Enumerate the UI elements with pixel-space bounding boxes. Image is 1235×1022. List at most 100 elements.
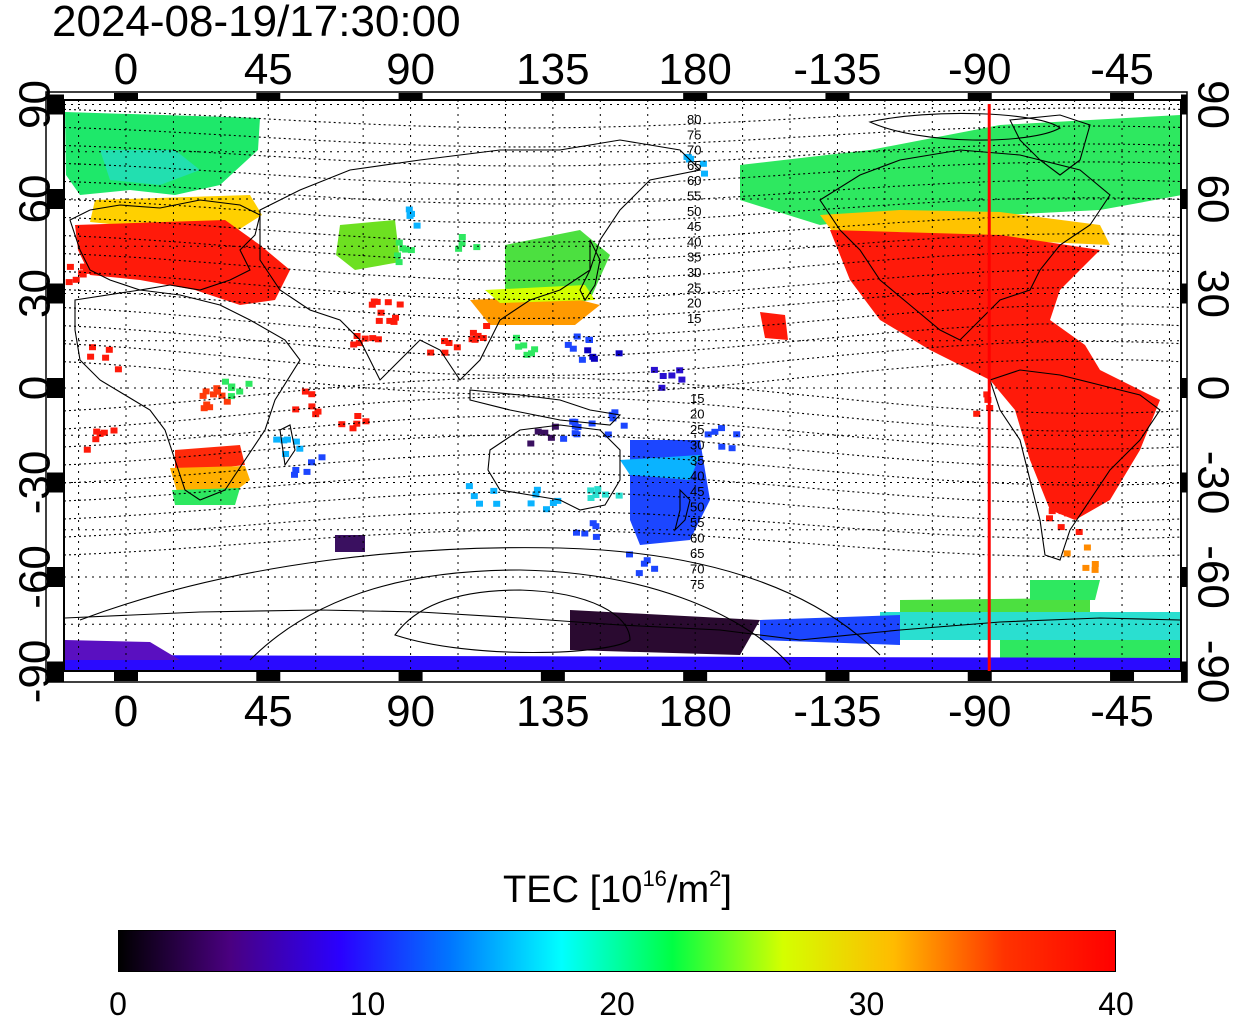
tec-sample (413, 222, 421, 229)
tec-sample (223, 398, 231, 405)
coast-south-america (989, 369, 1161, 561)
contour-label: 15 (687, 311, 701, 326)
tec-sample (651, 565, 659, 572)
tec-sample (1057, 524, 1065, 531)
tec-patch-antarctic-cyan (880, 612, 1180, 640)
tec-sample (441, 338, 448, 345)
tec-sample (474, 332, 482, 339)
tec-sample (476, 500, 483, 507)
coast-japan (579, 239, 601, 302)
tec-sample (314, 408, 322, 415)
tec-sample (228, 383, 236, 390)
left-lat-label: -60 (11, 545, 60, 609)
left-lat-label: -30 (11, 451, 60, 515)
tec-sample (206, 404, 214, 411)
bottom-longitude-labels: 0 45 90 135 180 -135 -90 -45 (114, 687, 1154, 736)
tec-patch-south-africa-green (172, 488, 240, 505)
top-lon-label: 90 (386, 45, 435, 94)
tec-sample (374, 336, 382, 343)
tec-sample (513, 334, 520, 341)
tec-sample (291, 471, 298, 478)
contour-label: 75 (687, 127, 701, 142)
left-lat-label: -90 (11, 640, 60, 704)
tec-sample (620, 422, 628, 429)
tec-sample (578, 356, 586, 363)
tec-sample (668, 372, 676, 379)
tec-sample (659, 373, 667, 379)
tec-sample (564, 341, 572, 348)
tec-sample (213, 385, 221, 392)
colorbar-tick-label: 40 (1098, 986, 1134, 1022)
tec-sample (471, 336, 479, 343)
tec-sample (369, 335, 377, 342)
tec-patch-antarctic-dark (570, 610, 760, 655)
tec-sample (83, 446, 91, 453)
coast-australia (487, 424, 621, 511)
tec-sample (594, 486, 602, 493)
tec-sample (1064, 510, 1072, 517)
tec-sample (560, 435, 568, 442)
tec-sample (361, 335, 369, 342)
top-lon-label: 180 (658, 45, 731, 94)
bottom-lon-label: 135 (516, 687, 589, 736)
tec-patch-dark-blob (335, 535, 365, 552)
tec-patch-south-africa-red (175, 445, 245, 470)
contour-label: 75 (690, 577, 704, 592)
bottom-lon-label: 45 (244, 687, 293, 736)
tec-sample (470, 493, 478, 500)
right-lat-label: 0 (1188, 376, 1235, 400)
tec-sample (395, 239, 403, 246)
tec-patch-central-asia-green (336, 220, 400, 270)
tec-sample (292, 438, 300, 445)
tec-sample (353, 333, 361, 339)
contour-label: 80 (687, 112, 701, 127)
tec-sample (100, 429, 108, 436)
contour-label: 20 (687, 296, 701, 311)
tec-sample (718, 425, 725, 432)
top-lon-label: -45 (1090, 45, 1154, 94)
tec-patch-south-pacific-cyan (620, 455, 700, 480)
tec-sample (308, 403, 316, 410)
tec-sample (199, 392, 207, 399)
tec-sample (543, 506, 550, 513)
tec-sample (202, 388, 210, 395)
contour-label: 70 (690, 562, 704, 577)
tec-sample (114, 366, 122, 373)
colorbar-title-mid: /m (666, 869, 710, 911)
contour-label: 30 (690, 438, 704, 453)
tec-sample (1046, 515, 1053, 522)
tec-sample (650, 366, 658, 373)
tec-sample (531, 346, 539, 353)
tec-sample (353, 420, 361, 427)
tec-sample (1048, 508, 1056, 515)
tec-sample (301, 388, 309, 395)
tec-sample (362, 418, 370, 425)
contour-label: 55 (687, 189, 701, 204)
coastlines (64, 114, 1181, 641)
coast-europe (69, 199, 261, 291)
tec-sample (96, 430, 104, 437)
tec-sample (581, 530, 589, 537)
tec-sample (586, 337, 593, 343)
tec-sample (355, 340, 363, 347)
contour-labels: 8075706560555045403530252015152025303540… (687, 112, 704, 592)
contour-label: 40 (690, 469, 704, 484)
tec-sample (245, 380, 253, 387)
tec-sample (527, 440, 535, 447)
tec-sample (445, 340, 453, 346)
tec-sample (83, 267, 90, 274)
tec-sample (338, 421, 346, 428)
tec-sample (384, 299, 392, 306)
top-lon-label: 135 (516, 45, 589, 94)
tec-sample (65, 279, 73, 286)
tec-sample (701, 170, 708, 177)
left-lat-label: 30 (11, 269, 60, 318)
right-lat-label: -90 (1188, 640, 1235, 704)
bottom-lon-label: 180 (658, 687, 731, 736)
tec-sample (200, 405, 208, 412)
tec-sample (296, 445, 304, 452)
tec-sample (89, 344, 96, 351)
bottom-lon-label: -135 (793, 687, 881, 736)
coast-indonesia (469, 389, 622, 426)
left-lat-label: 0 (11, 376, 60, 400)
